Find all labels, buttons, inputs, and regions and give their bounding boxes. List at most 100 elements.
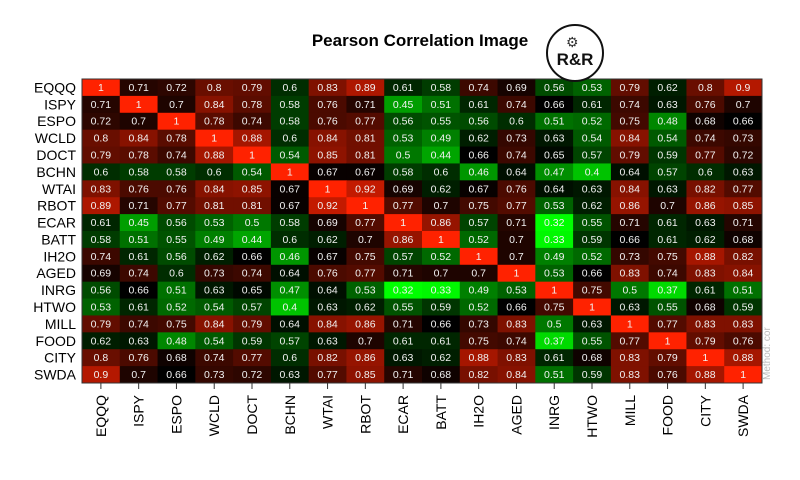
cell-value-label: 0.84 xyxy=(128,133,149,145)
heatmap-cell xyxy=(384,264,423,283)
heatmap-cell xyxy=(724,112,763,131)
heatmap-cell xyxy=(573,79,612,97)
gear-piggybank-icon: ⚙ xyxy=(566,34,579,50)
heatmap-cell xyxy=(384,366,423,384)
heatmap-cell xyxy=(497,332,536,350)
heatmap-cell xyxy=(535,146,574,164)
cell-value-label: 0.79 xyxy=(620,150,641,162)
heatmap-cell xyxy=(384,112,423,131)
heatmap-cell xyxy=(82,281,121,300)
cell-value-label: 0.78 xyxy=(128,150,149,162)
heatmap-cell xyxy=(535,349,574,367)
heatmap-cell xyxy=(195,197,234,215)
heatmap-cell xyxy=(233,281,272,300)
heatmap-cell xyxy=(384,315,423,333)
cell-value-label: 0.74 xyxy=(657,268,678,280)
cell-value-label: 0.77 xyxy=(355,116,376,128)
heatmap-cell xyxy=(422,214,461,232)
cell-value-label: 0.51 xyxy=(166,285,187,297)
cell-value-label: 0.67 xyxy=(317,166,338,178)
cell-value-label: 0.77 xyxy=(242,352,263,364)
cell-value-label: 0.52 xyxy=(582,116,603,128)
cell-value-label: 0.77 xyxy=(317,369,338,381)
heatmap-cell xyxy=(422,366,461,384)
heatmap-cell xyxy=(648,231,687,249)
heatmap-cell xyxy=(535,197,574,215)
heatmap-cell xyxy=(195,315,234,333)
heatmap-cell xyxy=(724,79,763,97)
cell-value-label: 0.84 xyxy=(317,133,338,145)
cell-value-label: 0.7 xyxy=(358,234,373,246)
cell-value-label: 0.52 xyxy=(166,302,187,314)
cell-value-label: 1 xyxy=(136,99,142,111)
cell-value-label: 0.61 xyxy=(128,302,149,314)
x-tick-label: FOOD xyxy=(660,395,676,435)
heatmap-cell xyxy=(119,332,159,350)
heatmap-cell xyxy=(82,349,121,367)
heatmap-cell xyxy=(497,163,536,181)
heatmap-cell xyxy=(195,146,234,164)
heatmap-cell xyxy=(308,79,347,97)
cell-value-label: 0.74 xyxy=(128,268,149,280)
cell-value-label: 0.71 xyxy=(91,99,112,111)
cell-value-label: 0.75 xyxy=(166,318,187,330)
heatmap-cell xyxy=(270,366,310,384)
cell-value-label: 0.57 xyxy=(582,150,603,162)
heatmap-cell xyxy=(610,214,650,232)
cell-value-label: 0.88 xyxy=(242,133,263,145)
x-tick-label: ECAR xyxy=(395,395,411,434)
cell-value-label: 0.66 xyxy=(544,99,565,111)
cell-value-label: 0.46 xyxy=(468,166,489,178)
cell-value-label: 0.89 xyxy=(91,200,112,212)
heatmap-cell xyxy=(459,231,499,249)
heatmap-cell xyxy=(195,247,234,266)
cell-value-label: 0.81 xyxy=(204,200,225,212)
cell-value-label: 0.7 xyxy=(434,268,449,280)
cell-value-label: 0.58 xyxy=(128,166,149,178)
heatmap-cell xyxy=(724,163,763,181)
cell-value-label: 0.78 xyxy=(242,99,263,111)
heatmap-cell xyxy=(157,95,196,114)
cell-value-label: 0.72 xyxy=(242,369,263,381)
heatmap-cell xyxy=(686,281,725,300)
heatmap-cell xyxy=(497,315,536,333)
heatmap-cell xyxy=(610,180,650,198)
cell-value-label: 0.79 xyxy=(91,318,112,330)
heatmap-cell xyxy=(497,146,536,164)
heatmap-cell xyxy=(648,79,687,97)
cell-value-label: 0.68 xyxy=(582,352,603,364)
heatmap-cell xyxy=(686,349,725,367)
heatmap-cell xyxy=(233,163,272,181)
cell-value-label: 0.73 xyxy=(620,251,641,263)
heatmap-cell xyxy=(648,247,687,266)
heatmap-cell xyxy=(270,332,310,350)
cell-value-label: 0.59 xyxy=(242,335,263,347)
heatmap-cell xyxy=(308,247,347,266)
cell-value-label: 0.9 xyxy=(736,82,751,94)
heatmap-cell xyxy=(686,298,725,316)
heatmap-cell xyxy=(648,298,687,316)
heatmap-cell xyxy=(233,231,272,249)
heatmap-cell xyxy=(497,214,536,232)
cell-value-label: 0.59 xyxy=(733,302,754,314)
cell-value-label: 0.79 xyxy=(91,150,112,162)
heatmap-cell xyxy=(119,163,159,181)
cell-value-label: 0.75 xyxy=(355,251,376,263)
heatmap-cell xyxy=(422,79,461,97)
cell-value-label: 0.54 xyxy=(204,335,225,347)
heatmap-cell xyxy=(610,197,650,215)
heatmap-cell xyxy=(195,95,234,114)
cell-value-label: 0.62 xyxy=(657,82,678,94)
heatmap-cell xyxy=(82,214,121,232)
heatmap-cell xyxy=(195,332,234,350)
heatmap-cell xyxy=(535,95,574,114)
y-tick-label: INRG xyxy=(41,282,76,298)
heatmap-cell xyxy=(233,332,272,350)
heatmap-cell xyxy=(195,231,234,249)
cell-value-label: 0.81 xyxy=(355,133,376,145)
heatmap-cell xyxy=(157,197,196,215)
x-tick-label: WCLD xyxy=(206,395,222,436)
cell-value-label: 0.64 xyxy=(506,166,527,178)
cell-value-label: 0.71 xyxy=(393,318,414,330)
cell-value-label: 0.75 xyxy=(544,302,565,314)
